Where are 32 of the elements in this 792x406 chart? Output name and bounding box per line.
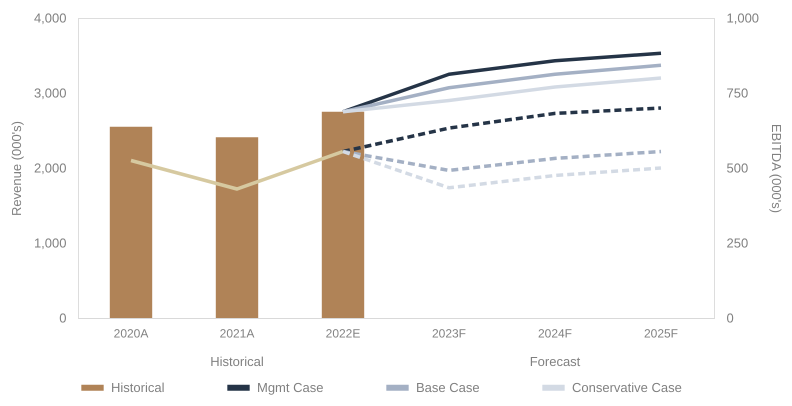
text: Forecast [530,354,581,369]
y2-tick-label: 1,000 [726,10,760,26]
y2-tick-label: 250 [726,236,748,250]
line-series [341,106,663,154]
line-series [341,150,663,190]
legend-label: Mgmt Case [257,380,324,395]
line-series [341,64,663,114]
x-tick-label: 2023F [432,326,466,340]
y2-tick-label: 750 [726,86,748,100]
y-tick-label: 2,000 [34,160,66,176]
x-tick-label: 2024F [538,326,572,340]
y-tick-label: 1,000 [34,236,66,250]
bar [110,126,152,318]
text: Historical [210,354,264,369]
bar [216,137,258,318]
line-series [341,52,663,114]
y2-tick-label: 0 [726,310,734,326]
y2-tick-label: 500 [726,160,748,176]
legend-label: Conservative Case [572,380,682,395]
y-axis-title: Revenue (000's) [8,121,24,216]
y2-axis-title: EBITDA (000's) [769,124,784,214]
legend-label: Historical [111,380,165,395]
y-tick-label: 0 [59,310,66,326]
y-tick-label: 3,000 [34,86,66,100]
x-tick-label: 2025F [644,326,678,340]
bar [322,112,364,318]
legend-label: Base Case [416,380,480,395]
x-tick-label: 2022E [326,326,360,340]
y-tick-label: 4,000 [34,10,66,26]
line-series [341,76,663,114]
x-tick-label: 2021A [220,326,254,340]
x-tick-label: 2020A [114,326,148,340]
